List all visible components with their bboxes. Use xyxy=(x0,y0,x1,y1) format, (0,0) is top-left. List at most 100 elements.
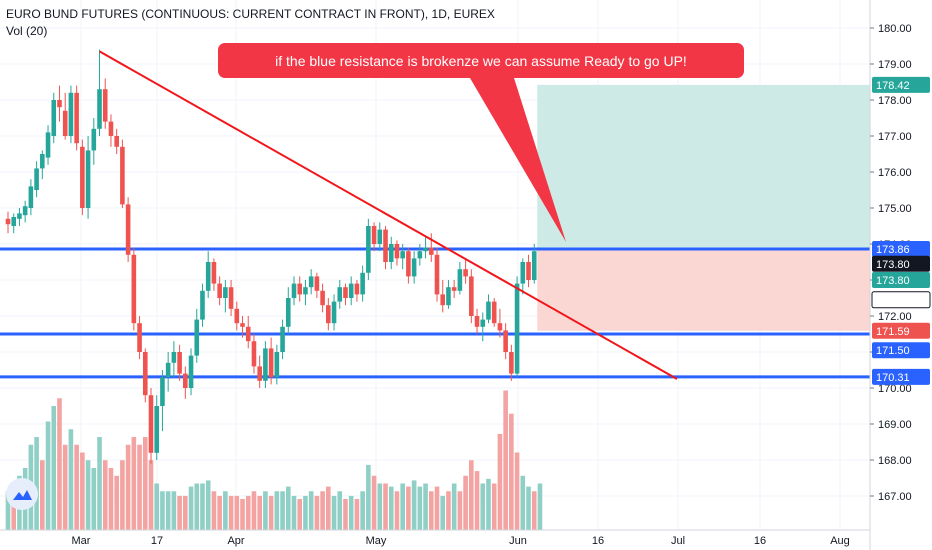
candle-body[interactable] xyxy=(337,287,343,302)
candle-body[interactable] xyxy=(28,186,34,208)
candle-body[interactable] xyxy=(326,305,331,324)
candle-body[interactable] xyxy=(211,262,217,284)
candle-body[interactable] xyxy=(234,308,240,324)
candle-body[interactable] xyxy=(131,254,137,324)
candle-body[interactable] xyxy=(531,251,537,280)
position-zones[interactable] xyxy=(537,84,870,331)
candle-body[interactable] xyxy=(388,244,394,262)
candle-body[interactable] xyxy=(251,341,257,367)
candle-body[interactable] xyxy=(428,247,434,255)
candle-body[interactable] xyxy=(274,352,280,378)
candle-body[interactable] xyxy=(308,276,314,288)
candle-body[interactable] xyxy=(34,168,39,190)
candle-body[interactable] xyxy=(263,348,268,381)
candle-body[interactable] xyxy=(200,290,205,320)
candle-body[interactable] xyxy=(509,352,514,374)
candle-body[interactable] xyxy=(520,262,526,284)
profit-zone[interactable] xyxy=(537,84,870,250)
candle-body[interactable] xyxy=(165,362,171,378)
candle-body[interactable] xyxy=(354,283,360,295)
candle-body[interactable] xyxy=(223,287,228,298)
candle-body[interactable] xyxy=(228,287,234,309)
candle-body[interactable] xyxy=(85,150,91,208)
candle-body[interactable] xyxy=(148,395,154,453)
candle-body[interactable] xyxy=(360,272,365,295)
candle-body[interactable] xyxy=(91,128,97,151)
candle-body[interactable] xyxy=(102,89,108,122)
candle-body[interactable] xyxy=(114,136,119,147)
candle-body[interactable] xyxy=(417,251,423,259)
candle-body[interactable] xyxy=(383,229,388,262)
candle-body[interactable] xyxy=(120,146,125,205)
candle-body[interactable] xyxy=(257,366,262,381)
trendline-group[interactable] xyxy=(99,50,678,380)
candle-body[interactable] xyxy=(320,290,325,306)
candle-body[interactable] xyxy=(194,319,200,356)
candle-body[interactable] xyxy=(280,326,285,352)
candle-body[interactable] xyxy=(240,323,245,327)
candle-body[interactable] xyxy=(406,251,411,277)
candle-body[interactable] xyxy=(68,92,74,136)
candle-body[interactable] xyxy=(22,206,28,216)
candle-body[interactable] xyxy=(491,301,497,324)
candle-body[interactable] xyxy=(474,316,480,327)
candle-body[interactable] xyxy=(297,283,303,295)
candle-body[interactable] xyxy=(434,254,440,295)
candle-body[interactable] xyxy=(440,294,446,306)
candle-body[interactable] xyxy=(183,373,188,388)
candle-body[interactable] xyxy=(394,244,400,259)
candle-body[interactable] xyxy=(486,301,491,320)
candle-body[interactable] xyxy=(80,146,85,208)
candle-body[interactable] xyxy=(343,287,348,298)
candle-body[interactable] xyxy=(125,204,131,255)
candle-body[interactable] xyxy=(446,287,451,306)
candle-body[interactable] xyxy=(411,258,417,277)
candle-body[interactable] xyxy=(457,269,463,291)
candle-body[interactable] xyxy=(74,92,79,144)
candle-body[interactable] xyxy=(108,121,114,136)
tradingview-logo-icon[interactable] xyxy=(6,478,38,510)
candle-body[interactable] xyxy=(17,213,22,219)
candle-body[interactable] xyxy=(377,229,383,244)
candle-body[interactable] xyxy=(154,406,160,453)
candle-body[interactable] xyxy=(142,352,148,396)
candle-body[interactable] xyxy=(11,217,17,226)
candle-body[interactable] xyxy=(177,352,182,374)
trendline[interactable] xyxy=(99,50,678,380)
candle-body[interactable] xyxy=(137,323,142,352)
candle-body[interactable] xyxy=(366,226,371,273)
candle-body[interactable] xyxy=(331,301,337,324)
candle-body[interactable] xyxy=(62,110,68,136)
candle-body[interactable] xyxy=(40,154,45,169)
candle-body[interactable] xyxy=(497,323,503,331)
candle-body[interactable] xyxy=(57,100,62,108)
candle-body[interactable] xyxy=(45,132,51,158)
candle-body[interactable] xyxy=(285,298,291,327)
candle-body[interactable] xyxy=(303,287,308,295)
stop-loss-zone[interactable] xyxy=(537,249,870,331)
candle-body[interactable] xyxy=(480,319,486,327)
candle-body[interactable] xyxy=(205,262,211,291)
candle-body[interactable] xyxy=(526,262,531,280)
candle-body[interactable] xyxy=(400,251,405,259)
candle-body[interactable] xyxy=(314,276,320,291)
annotation-callout[interactable]: if the blue resistance is brokenze we ca… xyxy=(218,43,744,242)
candle-body[interactable] xyxy=(245,326,251,342)
candle-body[interactable] xyxy=(291,283,297,298)
candle-body[interactable] xyxy=(348,283,354,298)
candle-body[interactable] xyxy=(371,226,377,244)
candle-body[interactable] xyxy=(160,377,165,406)
candle-body[interactable] xyxy=(423,247,428,252)
candle-body[interactable] xyxy=(97,89,102,129)
candle-body[interactable] xyxy=(217,283,222,298)
candle-body[interactable] xyxy=(503,330,508,352)
candle-body[interactable] xyxy=(451,287,457,291)
candle-body[interactable] xyxy=(463,269,468,277)
candle-body[interactable] xyxy=(5,218,11,225)
candle-body[interactable] xyxy=(469,276,474,316)
candle-body[interactable] xyxy=(51,100,57,136)
time-axis[interactable]: Mar 17 Apr May Jun 16 Jul 16 Aug xyxy=(0,529,870,547)
candle-body[interactable] xyxy=(188,355,194,388)
candlesticks[interactable] xyxy=(5,49,537,464)
